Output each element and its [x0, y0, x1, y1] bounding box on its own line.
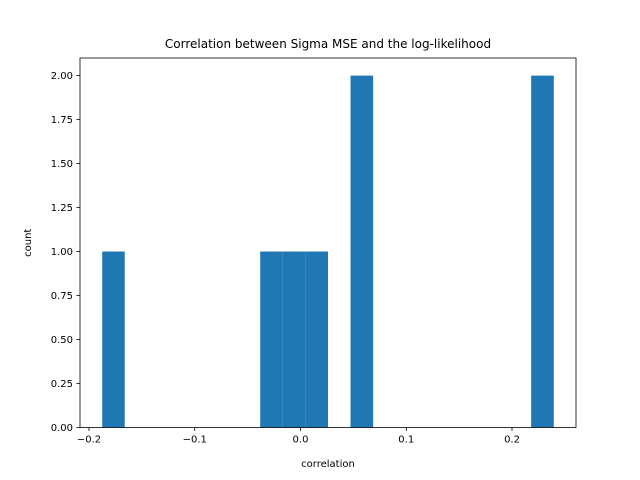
x-axis-ticks: −0.2 −0.1 0.0 0.1 0.2 — [77, 427, 520, 446]
y-tick-label: 1.50 — [51, 159, 73, 170]
histogram-bar-8 — [282, 251, 306, 428]
y-axis-ticks: 0.00 0.25 0.50 0.75 1.00 1.25 1.50 1.75 2.00 — [51, 71, 80, 434]
y-tick-label: 1.00 — [51, 247, 73, 258]
y-axis-label: count — [23, 229, 34, 257]
histogram-bar-11 — [350, 75, 374, 428]
histogram-bar-19 — [531, 75, 554, 428]
y-tick-label: 0.00 — [51, 423, 73, 434]
x-axis-label: correlation — [301, 459, 355, 470]
x-tick-label: −0.2 — [77, 435, 101, 446]
histogram-bar-0 — [102, 251, 125, 428]
x-tick-label: 0.2 — [504, 435, 520, 446]
y-tick-label: 0.75 — [51, 291, 73, 302]
y-tick-label: 2.00 — [51, 71, 73, 82]
x-tick-label: −0.1 — [183, 435, 207, 446]
y-tick-label: 1.25 — [51, 203, 73, 214]
y-tick-label: 0.50 — [51, 335, 73, 346]
histogram-bar-9 — [305, 251, 328, 428]
histogram-bar-7 — [260, 251, 283, 428]
chart-title: Correlation between Sigma MSE and the lo… — [165, 37, 491, 51]
bars-group — [102, 75, 554, 428]
x-tick-label: 0.1 — [398, 435, 414, 446]
y-tick-label: 0.25 — [51, 379, 73, 390]
y-tick-label: 1.75 — [51, 115, 73, 126]
plot-frame — [79, 57, 577, 428]
x-tick-label: 0.0 — [293, 435, 309, 446]
